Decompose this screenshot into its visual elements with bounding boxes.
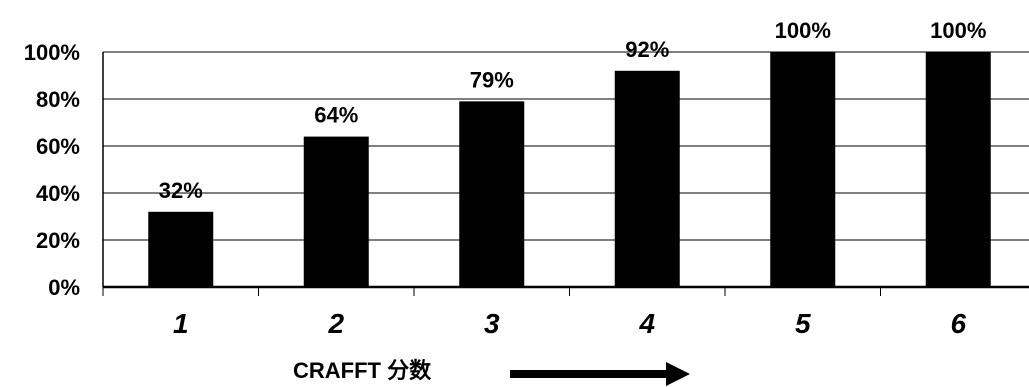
x-category-label: 2 [327,308,344,339]
axes [102,52,1029,296]
bar [303,136,369,287]
x-axis-title: CRAFFT 分数 [293,358,432,383]
y-tick-label: 100% [24,40,80,65]
y-tick-label: 0% [48,275,80,300]
y-tick-label: 40% [36,181,80,206]
bar [148,211,214,287]
data-label: 64% [314,103,358,128]
grid-lines [103,51,1029,241]
data-label: 92% [625,37,669,62]
bars [148,52,991,287]
x-category-label: 6 [950,308,966,339]
right-arrow-icon [510,362,690,386]
bar [770,52,836,287]
x-category-label: 3 [484,308,500,339]
data-label: 79% [470,67,514,92]
data-labels: 32% 64% 79% 92% 100% 100% [159,18,987,203]
data-label: 100% [930,18,986,43]
x-category-label: 4 [638,308,655,339]
data-label: 32% [159,178,203,203]
bar [614,70,680,287]
x-category-label: 5 [795,308,811,339]
y-axis-tick-labels: 0% 20% 40% 60% 80% 100% [24,40,80,300]
bar [925,52,991,287]
data-label: 100% [775,18,831,43]
x-category-label: 1 [173,308,189,339]
bar [459,101,525,287]
y-tick-label: 60% [36,134,80,159]
y-tick-label: 80% [36,87,80,112]
x-axis-category-labels: 1 2 3 4 5 6 [173,308,967,339]
y-tick-label: 20% [36,228,80,253]
